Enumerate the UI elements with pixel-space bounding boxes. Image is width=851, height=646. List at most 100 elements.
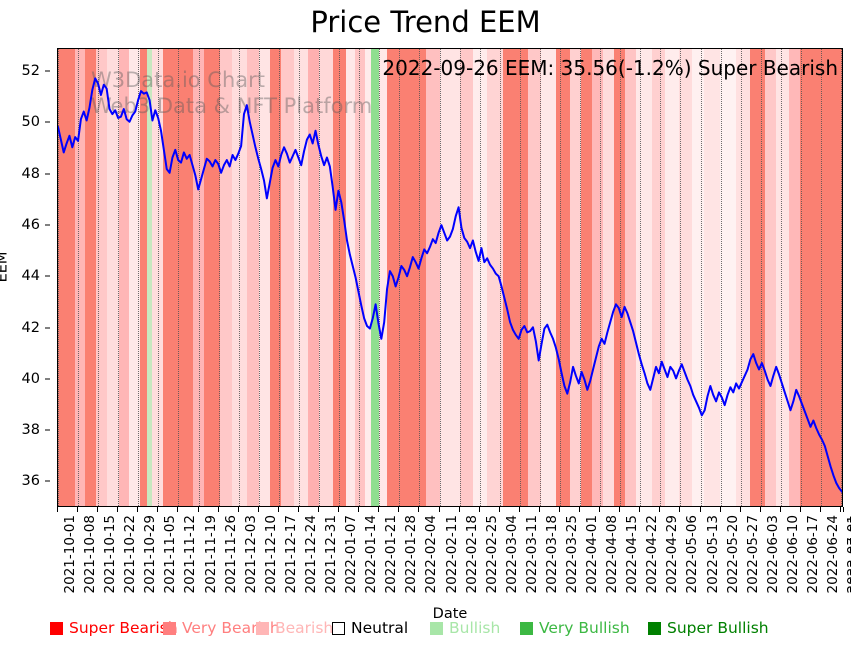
sentiment-band (106, 49, 120, 506)
sentiment-band (95, 49, 108, 506)
legend-label: Bullish (449, 619, 501, 637)
gridline (680, 49, 682, 506)
x-tick-mark (599, 507, 601, 512)
gridline (258, 49, 260, 506)
sentiment-band (128, 49, 141, 506)
sentiment-band (603, 49, 616, 506)
gridline (419, 49, 421, 506)
price-line (58, 77, 842, 493)
y-tick-mark (45, 121, 50, 123)
sentiment-band (776, 49, 790, 506)
sentiment-band (799, 49, 842, 506)
y-axis: 36 38 40 42 44 46 48 50 52 (0, 48, 50, 507)
x-tick-mark (438, 507, 440, 512)
x-tick-label: 2022-01-21 (383, 515, 400, 594)
x-tick-label: 2022-06-17 (804, 515, 821, 594)
gridline (278, 49, 280, 506)
sentiment-band (652, 49, 666, 506)
legend-item: Very Bullish (520, 618, 630, 638)
gridline (560, 49, 561, 506)
legend-item: Super Bullish (648, 618, 769, 638)
sentiment-band (570, 49, 583, 506)
sentiment-band (204, 49, 221, 506)
sentiment-band (293, 49, 309, 506)
legend-swatch-icon (256, 621, 269, 635)
sentiment-band (364, 49, 372, 506)
x-tick-label: 2022-02-04 (423, 515, 440, 594)
sentiment-band (139, 49, 148, 506)
gridline (339, 49, 341, 506)
x-tick-label: 2021-12-17 (282, 515, 299, 594)
x-tick-label: 2022-05-13 (704, 515, 721, 594)
x-tick-mark (117, 507, 119, 512)
legend-swatch-icon (163, 621, 176, 635)
sentiment-band (232, 49, 248, 506)
y-tick-mark (45, 480, 50, 482)
y-tick-label: 48 (21, 165, 40, 182)
legend-item: Bullish (430, 618, 500, 638)
x-tick-label: 2022-04-29 (664, 515, 681, 594)
gridline (198, 49, 200, 506)
gridline (98, 49, 100, 506)
x-tick-label: 2021-11-05 (162, 515, 179, 594)
sentiment-band (678, 49, 693, 506)
y-tick-mark (45, 224, 50, 226)
gridline (379, 49, 381, 506)
x-tick-label: 2022-03-04 (503, 515, 520, 594)
sentiment-band (345, 49, 356, 506)
gridline (298, 49, 300, 506)
sentiment-band (146, 49, 153, 506)
sentiment-band (425, 49, 441, 506)
y-tick-mark (45, 173, 50, 175)
y-tick-mark (45, 327, 50, 328)
sentiment-band (119, 49, 130, 506)
gridline (539, 49, 541, 506)
sentiment-band (259, 49, 271, 506)
x-tick-mark (478, 507, 480, 512)
y-tick-label: 40 (21, 370, 40, 387)
x-axis: 2021-10-01 2021-10-08 2021-10-15 2021-10-22… (57, 507, 851, 603)
gridline (479, 49, 481, 506)
x-tick-label: 2022-04-08 (604, 515, 621, 594)
y-tick-label: 44 (21, 268, 40, 285)
gridline (821, 49, 823, 506)
x-tick-mark (538, 507, 540, 512)
y-axis-title: EEM (0, 251, 11, 283)
x-tick-label: 2021-10-22 (122, 515, 139, 594)
legend-item: Neutral (332, 618, 408, 638)
x-tick-mark (799, 507, 801, 512)
x-tick-label: 2022-01-07 (343, 515, 360, 594)
x-tick-mark (458, 507, 460, 512)
sentiment-band (625, 49, 638, 506)
x-tick-label: 2021-12-24 (302, 515, 319, 594)
sentiment-band (270, 49, 282, 506)
y-tick-mark (45, 429, 50, 431)
x-tick-label: 2021-12-10 (262, 515, 279, 594)
latest-value-annotation: 2022-09-26 EEM: 35.56(-1.2%) Super Beari… (382, 56, 838, 80)
gridline (600, 49, 602, 506)
x-tick-mark (843, 507, 844, 512)
x-tick-mark (659, 507, 661, 512)
gridline (660, 49, 662, 506)
x-tick-label: 2021-11-12 (182, 515, 199, 594)
sentiment-band (84, 49, 97, 506)
x-axis-title: Date (432, 606, 468, 622)
x-tick-mark (779, 507, 781, 512)
sentiment-band (664, 49, 680, 506)
x-tick-mark (217, 507, 219, 512)
legend-swatch-icon (648, 621, 661, 635)
x-tick-mark (137, 507, 139, 512)
legend-item: Very Bearish (163, 618, 280, 638)
x-tick-mark (257, 507, 259, 512)
gridline (800, 49, 802, 506)
gridline (439, 49, 441, 506)
x-tick-mark (759, 507, 761, 512)
x-tick-mark (739, 507, 741, 512)
gridline (118, 49, 120, 506)
gridline (319, 49, 321, 506)
legend-item: Super Bearish (50, 618, 178, 638)
x-tick-mark (338, 507, 340, 512)
x-tick-mark (699, 507, 701, 512)
sentiment-band (788, 49, 801, 506)
x-tick-label: 2022-01-14 (363, 515, 380, 594)
